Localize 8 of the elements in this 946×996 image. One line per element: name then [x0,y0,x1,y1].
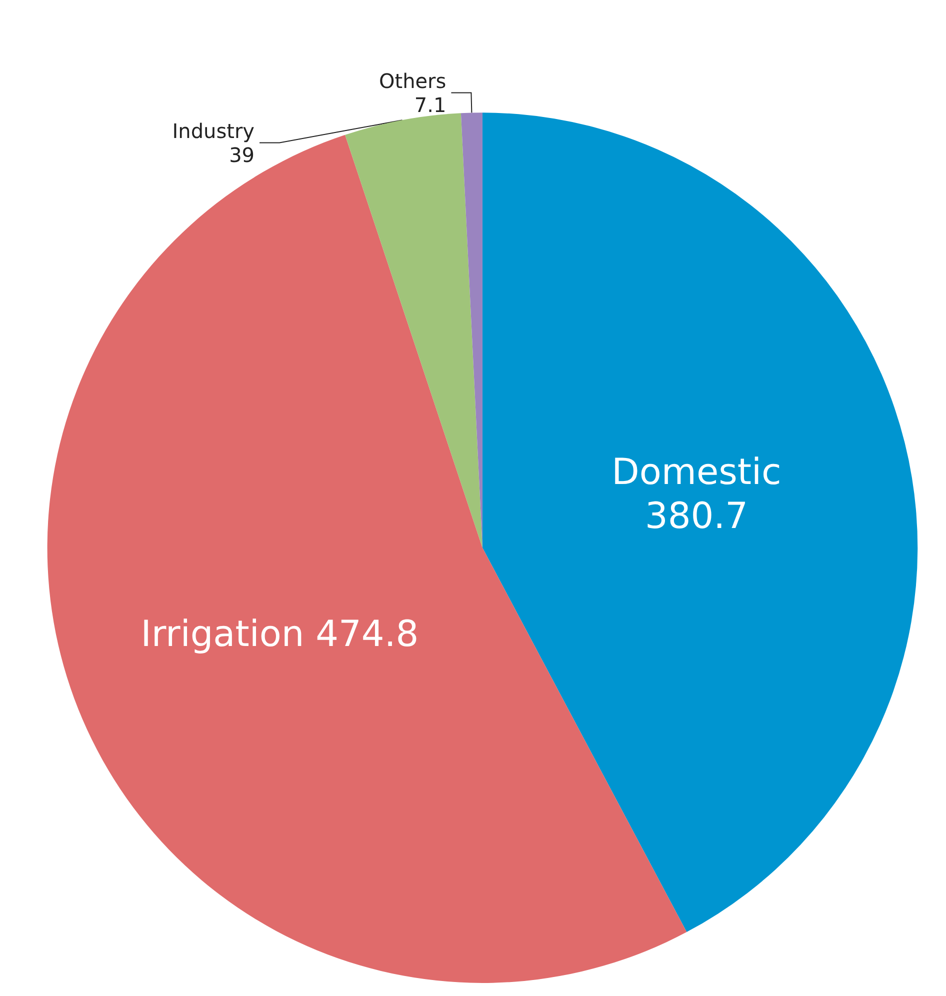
slice-label: Irrigation [140,614,304,656]
slice-label: Others [378,68,446,93]
data-label: 39 [229,142,255,167]
slice-label: Industry [172,118,255,143]
data-label: 380.7 [644,496,748,537]
data-label: 7.1 [414,92,446,117]
slice-label: Domestic [612,452,782,493]
data-label: 474.8 [316,614,419,656]
